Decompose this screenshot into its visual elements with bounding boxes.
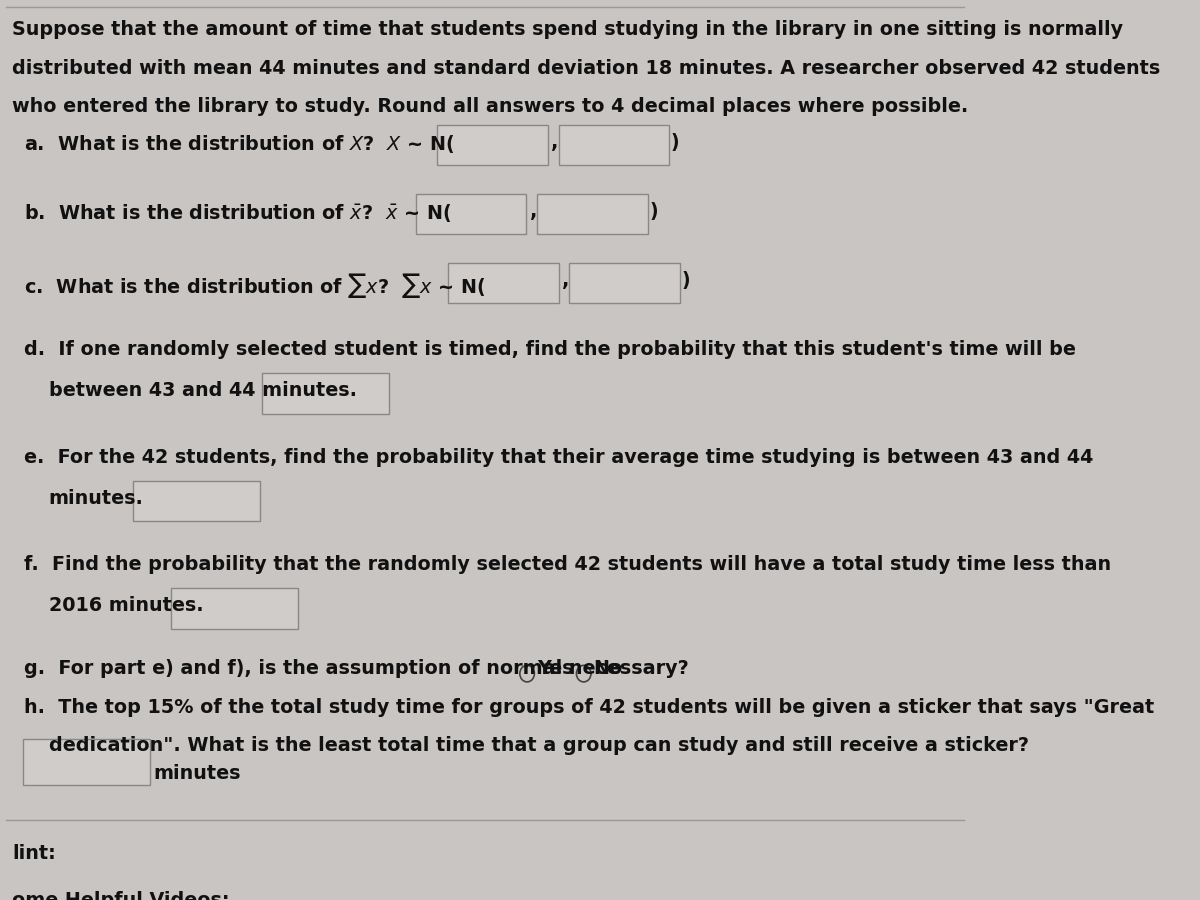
FancyBboxPatch shape [559,125,670,166]
FancyBboxPatch shape [132,481,259,521]
Text: f.  Find the probability that the randomly selected 42 students will have a tota: f. Find the probability that the randoml… [24,555,1111,574]
Circle shape [520,665,534,682]
Text: Suppose that the amount of time that students spend studying in the library in o: Suppose that the amount of time that stu… [12,20,1123,40]
Text: ,: , [529,202,536,221]
Text: h.  The top 15% of the total study time for groups of 42 students will be given : h. The top 15% of the total study time f… [24,698,1154,716]
FancyBboxPatch shape [569,263,680,303]
Circle shape [576,665,590,682]
Text: ): ) [682,271,690,290]
Text: distributed with mean 44 minutes and standard deviation 18 minutes. A researcher: distributed with mean 44 minutes and sta… [12,58,1160,77]
FancyBboxPatch shape [415,194,527,234]
Text: ,: , [551,133,559,152]
Text: No: No [593,659,623,678]
Text: minutes: minutes [154,764,241,783]
Text: ome Helpful Videos:: ome Helpful Videos: [12,891,229,900]
Text: lint:: lint: [12,843,56,862]
Text: who entered the library to study. Round all answers to 4 decimal places where po: who entered the library to study. Round … [12,97,968,116]
Text: a.  What is the distribution of $X$?  $X$ ~ N(: a. What is the distribution of $X$? $X$ … [24,133,455,156]
FancyBboxPatch shape [170,589,298,628]
Text: dedication". What is the least total time that a group can study and still recei: dedication". What is the least total tim… [48,736,1028,755]
Text: g.  For part e) and f), is the assumption of normal necessary?: g. For part e) and f), is the assumption… [24,659,689,678]
Text: between 43 and 44 minutes.: between 43 and 44 minutes. [48,382,356,400]
Text: ,: , [562,271,569,290]
FancyBboxPatch shape [536,194,648,234]
FancyBboxPatch shape [262,374,389,414]
Text: ): ) [671,133,679,152]
Text: b.  What is the distribution of $\bar{x}$?  $\bar{x}$ ~ N(: b. What is the distribution of $\bar{x}$… [24,202,451,224]
Text: d.  If one randomly selected student is timed, find the probability that this st: d. If one randomly selected student is t… [24,340,1076,359]
Text: Yes: Yes [536,659,574,678]
FancyBboxPatch shape [437,125,548,166]
Text: minutes.: minutes. [48,489,143,508]
Text: 2016 minutes.: 2016 minutes. [48,597,203,616]
Text: ): ) [649,202,658,221]
Text: c.  What is the distribution of $\sum x$?  $\sum x$ ~ N(: c. What is the distribution of $\sum x$?… [24,271,486,300]
FancyBboxPatch shape [448,263,559,303]
Text: e.  For the 42 students, find the probability that their average time studying i: e. For the 42 students, find the probabi… [24,447,1093,466]
FancyBboxPatch shape [24,739,150,785]
